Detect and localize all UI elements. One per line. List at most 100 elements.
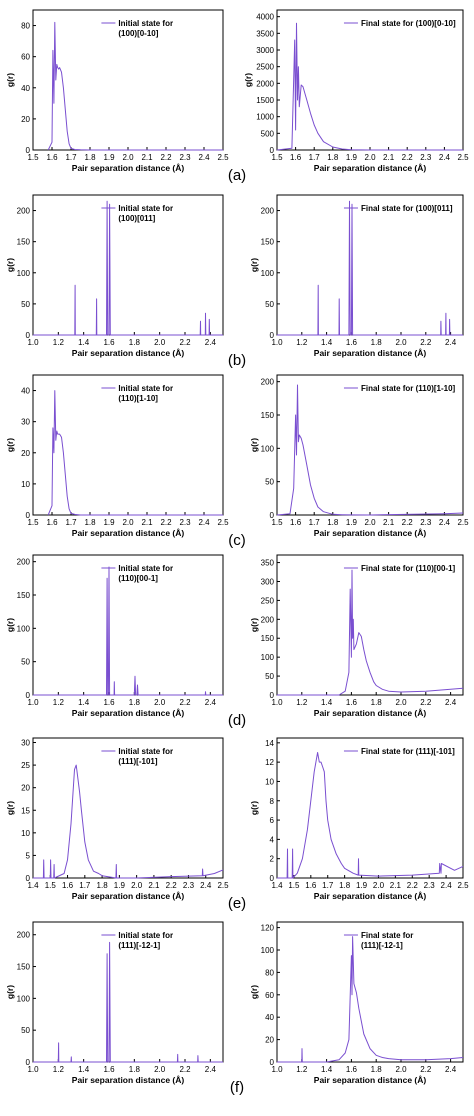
chart-1-left-xtick-label-7: 2.4 — [205, 338, 217, 347]
chart-1-left-ytick-label-2: 100 — [17, 269, 31, 278]
chart-1-right-ytick-label-0: 0 — [270, 331, 275, 340]
chart-3-right-ytick-label-1: 50 — [265, 672, 274, 681]
chart-2-right-ytick-label-0: 0 — [270, 511, 275, 520]
chart-3-right-ytick-label-7: 350 — [261, 559, 275, 568]
chart-3-left-ytick-label-2: 100 — [17, 624, 31, 633]
chart-4-left-xtick-label-6: 2.0 — [131, 881, 143, 890]
chart-2-right-series-line — [276, 384, 464, 516]
chart-4-left-legend-label: Initial state for (111)[-101] — [118, 747, 173, 766]
chart-1-left: 1.0 1.2 1.4 1.6 1.8 2.0 2.2 2.4 0 50 100 150 200 Pair… — [5, 194, 224, 358]
chart-0-right-legend-label: Final state for (100)[0-10] — [361, 19, 456, 28]
chart-2-left-ytick-label-4: 40 — [21, 387, 30, 396]
chart-1-right-xlabel: Pair separation distance (Å) — [314, 348, 427, 358]
chart-3-left-ylabel: g(r) — [5, 618, 15, 632]
chart-0-left-xtick-label-3: 1.8 — [84, 153, 96, 162]
chart-5-left-xlabel: Pair separation distance (Å) — [72, 1075, 185, 1085]
chart-4-left-ytick-label-4: 20 — [21, 784, 30, 793]
chart-5-right-xtick-label-5: 2.0 — [395, 1065, 407, 1074]
chart-0-right-xtick-label-4: 1.9 — [346, 153, 358, 162]
chart-2-right-ytick-label-4: 200 — [261, 378, 275, 387]
chart-3-right-xlabel: Pair separation distance (Å) — [314, 708, 427, 718]
chart-1-right-xtick-label-0: 1.0 — [271, 338, 283, 347]
chart-1-left-xtick-label-2: 1.4 — [78, 338, 90, 347]
chart-4-right-xtick-label-4: 1.8 — [339, 881, 351, 890]
chart-0-left-xtick-label-9: 2.4 — [198, 153, 210, 162]
chart-2-right-xtick-label-9: 2.4 — [439, 518, 451, 527]
chart-2-right-xtick-label-4: 1.9 — [346, 518, 358, 527]
chart-0-right-xtick-label-9: 2.4 — [439, 153, 451, 162]
chart-2-left-xlabel: Pair separation distance (Å) — [72, 528, 185, 538]
chart-2-left-ytick-label-0: 0 — [26, 511, 31, 520]
chart-5-right-ytick-label-0: 0 — [270, 1058, 275, 1067]
chart-2-left: 1.5 1.6 1.7 1.8 1.9 2.0 2.1 2.2 2.3 2.4 2.5 0 10 20 30… — [5, 374, 229, 538]
chart-5-right-ytick-label-1: 20 — [265, 1036, 274, 1045]
chart-0-right-ytick-label-2: 1000 — [256, 113, 274, 122]
chart-0-left-xtick-label-5: 2.0 — [122, 153, 134, 162]
chart-5-left: 1.0 1.2 1.4 1.6 1.8 2.0 2.2 2.4 0 50 100 150 200 Pair… — [5, 921, 224, 1085]
chart-1-right-frame — [276, 194, 464, 336]
chart-0-right-xtick-label-3: 1.8 — [327, 153, 339, 162]
chart-4-right-ytick-label-4: 8 — [270, 797, 275, 806]
chart-3-right-ytick-label-4: 200 — [261, 615, 275, 624]
chart-2-left-ytick-label-3: 30 — [21, 418, 30, 427]
chart-3-left-legend-label: Initial state for (110)[00-1] — [118, 564, 173, 583]
chart-2-right-xtick-label-7: 2.2 — [402, 518, 414, 527]
chart-4-left-xtick-label-4: 1.8 — [97, 881, 109, 890]
chart-0-right-xtick-label-8: 2.3 — [420, 153, 432, 162]
chart-1-right-xtick-label-7: 2.4 — [445, 338, 457, 347]
chart-2-left-xtick-label-8: 2.3 — [179, 518, 191, 527]
chart-0-right-xtick-label-5: 2.0 — [364, 153, 376, 162]
chart-3-right-ytick-label-0: 0 — [270, 691, 275, 700]
chart-0-left-xtick-label-1: 1.6 — [46, 153, 58, 162]
chart-1-right-ytick-label-3: 150 — [261, 238, 275, 247]
chart-0-right-ytick-label-1: 500 — [261, 129, 275, 138]
chart-2-left-xtick-label-0: 1.5 — [27, 518, 39, 527]
chart-0-left-xtick-label-4: 1.9 — [103, 153, 115, 162]
chart-1-left-series-line — [33, 200, 223, 336]
chart-2-left-ytick-label-2: 20 — [21, 449, 30, 458]
chart-4-right-xtick-label-1: 1.5 — [288, 881, 300, 890]
chart-4-right-ytick-label-5: 10 — [265, 777, 274, 786]
chart-5-right: 1.0 1.2 1.4 1.6 1.8 2.0 2.2 2.4 0 20 40 60 80 100 120 P… — [249, 921, 464, 1085]
chart-0-right-ytick-label-0: 0 — [270, 146, 275, 155]
chart-1-right-xtick-label-4: 1.8 — [371, 338, 383, 347]
chart-3-right-ytick-label-2: 100 — [261, 653, 275, 662]
chart-2-right-xlabel: Pair separation distance (Å) — [314, 528, 427, 538]
chart-4-left-xtick-label-1: 1.5 — [45, 881, 57, 890]
chart-1-left-xtick-label-3: 1.6 — [103, 338, 115, 347]
chart-4-right-xtick-label-7: 2.1 — [390, 881, 402, 890]
chart-1-left-xtick-label-4: 1.8 — [129, 338, 141, 347]
chart-1-right-ytick-label-2: 100 — [261, 269, 275, 278]
chart-0-left-xtick-label-2: 1.7 — [65, 153, 77, 162]
chart-2-left-ylabel: g(r) — [5, 438, 15, 452]
chart-0-left-ytick-label-1: 20 — [21, 115, 30, 124]
chart-0-right-ytick-label-4: 2000 — [256, 79, 274, 88]
chart-3-left-xtick-label-3: 1.6 — [103, 698, 115, 707]
chart-3-left-xtick-label-5: 2.0 — [154, 698, 166, 707]
chart-2-right-xtick-label-5: 2.0 — [364, 518, 376, 527]
chart-3-left-xtick-label-6: 2.2 — [179, 698, 191, 707]
chart-5-right-ytick-label-5: 100 — [261, 946, 275, 955]
chart-2-right-ytick-label-2: 100 — [261, 444, 275, 453]
chart-4-right-ylabel: g(r) — [249, 801, 259, 815]
chart-3-right-xtick-label-7: 2.4 — [445, 698, 457, 707]
chart-0-left-ylabel: g(r) — [5, 73, 15, 87]
chart-5-left-xtick-label-4: 1.8 — [129, 1065, 141, 1074]
chart-2-right-ytick-label-3: 150 — [261, 411, 275, 420]
chart-1-left-legend-label: Initial state for (100)[011] — [118, 204, 173, 223]
chart-1-right-legend-label: Final state for (100)[011] — [361, 204, 453, 213]
chart-0-left-xtick-label-7: 2.2 — [160, 153, 172, 162]
chart-0-right-ylabel: g(r) — [243, 73, 253, 87]
chart-5-right-ytick-label-3: 60 — [265, 991, 274, 1000]
chart-4-right-ytick-label-0: 0 — [270, 874, 275, 883]
chart-2-right-xtick-label-8: 2.3 — [420, 518, 432, 527]
chart-4-left-xtick-label-7: 2.1 — [148, 881, 160, 890]
chart-1-right-ylabel: g(r) — [249, 258, 259, 272]
chart-5-left-xtick-label-1: 1.2 — [53, 1065, 65, 1074]
chart-3-right-ylabel: g(r) — [249, 618, 259, 632]
chart-0-right-xtick-label-0: 1.5 — [271, 153, 283, 162]
chart-2-left-xtick-label-10: 2.5 — [217, 518, 229, 527]
chart-0-left-series-line — [47, 21, 223, 151]
chart-4-right-ytick-label-1: 2 — [270, 855, 275, 864]
panel-label-3: (d) — [228, 712, 246, 729]
